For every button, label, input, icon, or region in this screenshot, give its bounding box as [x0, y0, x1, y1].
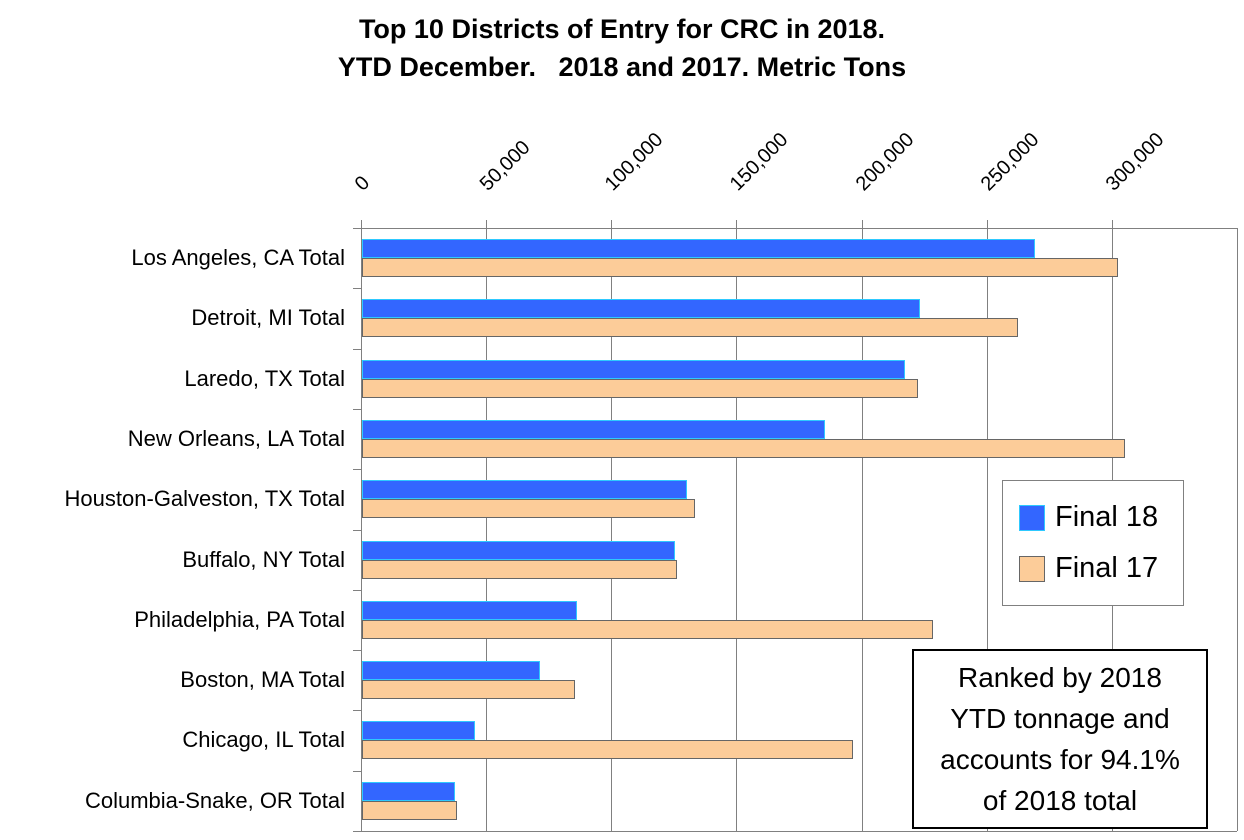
gridline: [986, 220, 988, 831]
category-label: Philadelphia, PA Total: [134, 606, 345, 632]
category-axis-tick: [353, 590, 361, 591]
legend: Final 18 Final 17: [1002, 480, 1184, 606]
gridline: [861, 220, 863, 831]
x-axis-tick-label: 200,000: [851, 128, 918, 196]
gridline: [736, 220, 738, 831]
category-label: Detroit, MI Total: [191, 305, 345, 331]
legend-entry: Final 18: [1019, 503, 1183, 532]
legend-swatch-final-18: [1019, 504, 1045, 531]
category-label: Chicago, IL Total: [182, 727, 345, 753]
bar-final-18: [362, 540, 675, 560]
category-axis-tick: [353, 288, 361, 289]
x-axis-tick-label: 100,000: [601, 128, 668, 196]
category-label: Houston-Galveston, TX Total: [64, 486, 345, 512]
category-axis-tick: [353, 530, 361, 531]
bar-final-17: [362, 499, 695, 519]
bar-final-17: [362, 438, 1126, 458]
x-axis-tick-label: 0: [350, 171, 375, 196]
bar-final-18: [362, 419, 826, 439]
chart-title: Top 10 Districts of Entry for CRC in 201…: [337, 14, 907, 82]
category-axis-tick: [353, 650, 361, 651]
x-axis-tick-label: 150,000: [726, 128, 793, 196]
category-label: Columbia-Snake, OR Total: [84, 787, 345, 813]
bar-final-18: [362, 239, 1036, 258]
category-axis-tick: [353, 710, 361, 711]
bar-final-18: [362, 359, 906, 379]
gridline: [486, 220, 488, 831]
bar-final-18: [362, 600, 578, 620]
category-label: Laredo, TX Total: [184, 365, 345, 391]
legend-label: Final 17: [1055, 552, 1159, 584]
bar-final-18: [362, 661, 540, 681]
bar-final-17: [362, 378, 918, 398]
x-axis-tick-label: 300,000: [1101, 128, 1169, 196]
bar-final-17: [362, 258, 1118, 277]
category-label: New Orleans, LA Total: [127, 425, 345, 451]
bar-final-17: [362, 619, 933, 639]
plot-border-right: [1237, 228, 1238, 831]
category-axis-tick: [353, 228, 361, 229]
category-axis-tick: [353, 469, 361, 470]
x-axis-tick-label: 250,000: [976, 128, 1044, 196]
legend-swatch-final-17: [1019, 555, 1045, 582]
category-axis-tick: [353, 349, 361, 350]
gridline: [361, 220, 362, 831]
legend-label: Final 18: [1055, 501, 1159, 533]
category-label: Buffalo, NY Total: [182, 546, 345, 572]
bar-final-17: [362, 680, 575, 700]
bar-final-18: [362, 721, 475, 741]
category-label: Los Angeles, CA Total: [131, 245, 345, 270]
legend-entry: Final 17: [1019, 554, 1183, 583]
gridline: [611, 220, 613, 831]
bar-final-17: [362, 740, 853, 760]
bar-final-17: [362, 318, 1018, 338]
annotation-box: Ranked by 2018 YTD tonnage and accounts …: [912, 649, 1208, 829]
plot-border-top: [353, 228, 1237, 229]
bar-final-17: [362, 559, 678, 579]
bar-final-17: [362, 800, 458, 820]
category-axis-tick: [353, 409, 361, 410]
plot-border-bottom: [353, 831, 1237, 832]
category-label: Boston, MA Total: [180, 667, 345, 693]
category-axis-tick: [353, 771, 361, 772]
x-axis-tick-label: 50,000: [475, 136, 535, 196]
bar-final-18: [362, 781, 455, 801]
category-axis-tick: [353, 831, 361, 832]
bar-final-18: [362, 299, 921, 319]
bar-final-18: [362, 480, 688, 500]
